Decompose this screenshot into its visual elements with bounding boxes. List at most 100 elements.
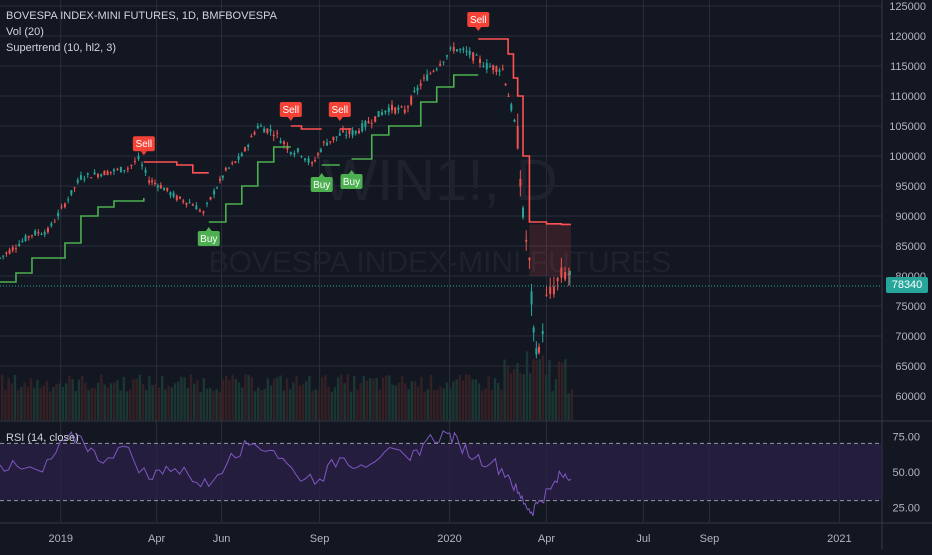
candle-body	[2, 255, 5, 257]
candle-body	[335, 136, 338, 138]
rsi-indicator-label[interactable]: RSI (14, close)	[6, 432, 79, 444]
volume-bar	[548, 360, 551, 420]
candle-body	[326, 142, 329, 146]
x-tick-label: Apr	[148, 533, 165, 545]
volume-bar	[305, 381, 308, 420]
volume-bar	[122, 377, 125, 420]
candle-body	[53, 221, 56, 223]
volume-bar	[340, 374, 343, 420]
volume-bar	[154, 383, 157, 420]
y-tick-label: 100000	[889, 151, 926, 163]
candle-body	[247, 144, 250, 147]
supertrend-up-line	[208, 146, 291, 223]
candle-body	[169, 192, 172, 196]
candle-body	[86, 173, 89, 175]
candle-body	[507, 95, 510, 97]
candle-body	[228, 167, 231, 169]
sell-signal-label: Sell	[331, 105, 348, 116]
volume-bar	[503, 359, 506, 420]
volume-bar	[20, 386, 23, 420]
volume-bar	[404, 383, 407, 420]
candle-body	[60, 206, 63, 208]
candle-body	[185, 202, 188, 205]
candle-body	[459, 49, 462, 51]
volume-bar	[381, 377, 385, 420]
candle-body	[198, 209, 201, 212]
candle-body	[195, 205, 198, 210]
volume-bar	[145, 390, 148, 420]
volume-bar	[532, 359, 535, 420]
volume-bar	[484, 388, 487, 420]
volume-bar	[289, 389, 292, 420]
volume-bar	[109, 383, 113, 420]
candle-body	[0, 257, 1, 259]
volume-bar	[212, 390, 215, 420]
volume-bar	[554, 379, 557, 420]
candle-body	[387, 107, 390, 112]
candle-body	[188, 202, 191, 204]
buy-signal: Buy	[310, 173, 333, 192]
volume-bar	[218, 391, 221, 420]
candle-body	[34, 230, 37, 236]
volume-bar	[298, 385, 301, 420]
volume-bar	[129, 389, 132, 420]
candle-body	[513, 119, 516, 122]
volume-bar	[170, 387, 173, 420]
candle-body	[522, 207, 525, 218]
candle-body	[525, 239, 528, 242]
volume-bar	[202, 378, 205, 420]
volume-bar	[17, 390, 20, 420]
volume-bar	[132, 379, 135, 420]
volume-bar	[308, 375, 311, 420]
candle-body	[304, 158, 307, 161]
volume-bar	[413, 381, 417, 420]
candle-body	[282, 141, 285, 144]
volume-bar	[372, 378, 375, 420]
volume-bar	[471, 379, 474, 420]
volume-indicator-label[interactable]: Vol (20)	[6, 26, 44, 38]
candle-body	[552, 286, 555, 295]
volume-bar	[196, 380, 199, 420]
candle-body	[519, 179, 522, 187]
candle-body	[137, 155, 140, 160]
candle-body	[556, 277, 559, 282]
buy-signal-label: Buy	[313, 180, 330, 191]
candle-body	[374, 116, 377, 122]
candle-body	[253, 132, 256, 135]
volume-bar	[570, 389, 573, 420]
volume-bar	[487, 376, 490, 420]
supertrend-indicator-label[interactable]: Supertrend (10, hl2, 3)	[6, 42, 117, 54]
candle-body	[269, 129, 272, 132]
signal-pointer	[336, 117, 343, 121]
signal-pointer	[475, 27, 482, 31]
candle-body	[319, 149, 322, 152]
volume-bar	[407, 388, 410, 420]
volume-bar	[388, 375, 391, 420]
volume-bar	[362, 376, 365, 420]
candle-body	[293, 153, 296, 155]
candle-body	[73, 187, 76, 189]
volume-bar	[276, 377, 279, 420]
candle-body	[202, 211, 205, 214]
volume-bar	[13, 374, 17, 420]
candle-body	[141, 164, 144, 167]
candle-body	[394, 107, 397, 114]
candle-body	[153, 182, 156, 184]
candle-body	[112, 169, 115, 172]
sell-signal: Sell	[467, 12, 490, 31]
volume-bar	[29, 378, 33, 420]
candle-body	[11, 247, 14, 251]
candle-body	[403, 109, 406, 113]
volume-bar	[429, 374, 433, 420]
buy-signal-label: Buy	[343, 177, 360, 188]
volume-bar	[497, 383, 500, 420]
candle-body	[322, 141, 325, 143]
volume-bar	[10, 383, 13, 420]
volume-bar	[324, 375, 327, 420]
volume-bar	[311, 390, 314, 420]
volume-bar	[445, 382, 449, 420]
volume-bar	[385, 375, 388, 420]
candle-body	[263, 128, 266, 133]
y-tick-label: 110000	[890, 91, 926, 103]
volume-bar	[260, 390, 263, 420]
